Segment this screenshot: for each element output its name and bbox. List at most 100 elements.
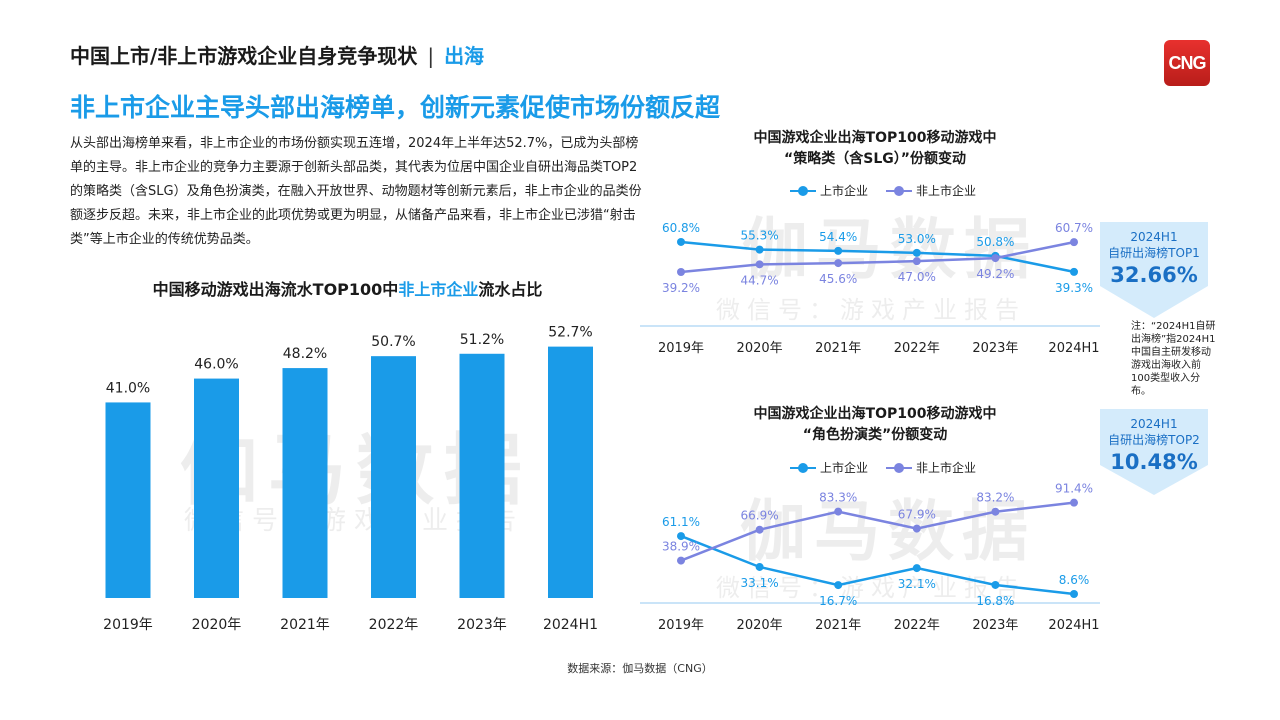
data-label: 47.0% <box>898 270 936 284</box>
data-label: 8.6% <box>1059 573 1090 587</box>
data-point <box>1070 498 1078 507</box>
data-point <box>834 581 843 590</box>
data-point <box>991 507 1000 516</box>
data-point <box>755 260 764 269</box>
data-label: 60.7% <box>1055 221 1093 235</box>
body-paragraph: 从头部出海榜单来看，非上市企业的市场份额实现五连增，2024年上半年达52.7%… <box>70 136 642 247</box>
bar-value-label: 48.2% <box>283 346 327 362</box>
data-point <box>677 556 685 565</box>
data-point <box>1070 590 1078 598</box>
data-point <box>755 525 764 534</box>
x-tick-label: 2021年 <box>815 341 861 356</box>
line-chart-2-title-line1: 中国游戏企业出海TOP100移动游戏中 <box>753 406 997 422</box>
bar <box>282 368 328 598</box>
data-point <box>755 245 764 254</box>
series-line <box>680 240 1075 274</box>
series-line <box>680 240 1075 274</box>
x-tick-label: 2019年 <box>658 618 704 633</box>
line-chart-1: 60.8% 55.3% 54.4% 53.0% 50.8% 39.3% 39.2% 44.7%… <box>640 221 1100 356</box>
data-label: 32.1% <box>898 577 936 591</box>
cng-logo: CNG <box>1164 40 1210 86</box>
x-tick-label: 2020年 <box>737 618 783 633</box>
legend-swatch-unlisted <box>886 185 913 196</box>
bar-title-suffix: 流水占比 <box>478 280 543 299</box>
data-label: 44.7% <box>741 273 779 287</box>
data-label: 49.2% <box>976 267 1014 281</box>
bar-value-label: 50.7% <box>371 334 415 350</box>
line-chart-2: 61.1% 33.1% 16.7% 32.1% 16.8% 8.6% 38.9% 66.9% 8… <box>640 482 1100 633</box>
data-label: 39.2% <box>662 281 700 295</box>
data-label: 54.4% <box>819 230 857 244</box>
data-label: 60.8% <box>662 221 700 235</box>
data-point <box>912 248 921 257</box>
legend-swatch-unlisted <box>886 462 913 473</box>
bar <box>105 402 151 598</box>
legend-label-listed: 上市企业 <box>820 184 869 198</box>
x-tick-label: 2022年 <box>894 341 940 356</box>
bar <box>459 353 505 598</box>
line-chart-2-title-line2: “角色扮演类”份额变动 <box>802 427 948 443</box>
badge-arrow-shape <box>1100 409 1208 495</box>
data-label: 50.8% <box>976 235 1014 249</box>
section-tag: 出海 <box>444 44 485 68</box>
data-label: 66.9% <box>741 509 779 523</box>
data-label: 53.0% <box>898 232 936 246</box>
data-label: 16.8% <box>976 594 1014 608</box>
bar-value-label: 41.0% <box>106 380 150 396</box>
bar <box>548 346 593 598</box>
badge-top2: 2024H1 自研出海榜TOP2 10.48% <box>1100 409 1208 495</box>
data-label: 39.3% <box>1055 281 1093 295</box>
data-point <box>912 564 921 573</box>
series-line <box>680 534 1075 596</box>
line-chart-1-title-line1: 中国游戏企业出海TOP100移动游戏中 <box>753 130 997 146</box>
data-point <box>834 259 843 268</box>
data-point <box>1070 267 1078 276</box>
badge-top2-label: 自研出海榜TOP2 <box>1108 433 1200 447</box>
legend-label-unlisted: 非上市企业 <box>916 461 977 475</box>
x-tick-label: 2021年 <box>280 617 330 633</box>
data-label: 91.4% <box>1055 482 1093 496</box>
data-source: 数据来源：伽马数据（CNG） <box>567 662 713 675</box>
page-title: 中国上市/非上市游戏企业自身竞争现状 <box>70 44 418 68</box>
data-point <box>1070 238 1078 247</box>
logo-text: CNG <box>1168 52 1207 73</box>
x-tick-label: 2024H1 <box>1048 618 1099 633</box>
x-tick-label: 2023年 <box>457 617 507 633</box>
x-tick-label: 2022年 <box>894 618 940 633</box>
data-label: 38.9% <box>662 540 700 554</box>
data-point <box>834 246 843 255</box>
line-chart-1-legend: 上市企业 非上市企业 <box>790 182 976 199</box>
data-label: 16.7% <box>819 594 857 608</box>
bar <box>194 378 239 598</box>
data-point <box>755 562 764 571</box>
badge-top1-label: 自研出海榜TOP1 <box>1108 246 1200 260</box>
badge-arrow-shape <box>1100 222 1208 318</box>
legend-swatch-listed <box>790 185 816 196</box>
x-tick-label: 2019年 <box>658 341 704 356</box>
x-tick-label: 2021年 <box>815 618 861 633</box>
data-point <box>912 257 921 266</box>
data-label: 55.3% <box>741 229 779 243</box>
x-tick-label: 2024H1 <box>1048 341 1099 356</box>
legend-label-listed: 上市企业 <box>820 461 869 475</box>
badge-top1: 2024H1 自研出海榜TOP1 32.66% <box>1100 222 1208 318</box>
x-tick-label: 2023年 <box>972 618 1018 633</box>
line-chart-2-title: 中国游戏企业出海TOP100移动游戏中 “角色扮演类”份额变动 <box>700 404 1050 446</box>
bar-value-label: 46.0% <box>194 357 238 373</box>
x-tick-label: 2020年 <box>737 341 783 356</box>
x-tick-label: 2024H1 <box>543 617 598 633</box>
page-header: 中国上市/非上市游戏企业自身竞争现状 | 出海 <box>70 40 484 69</box>
data-label: 83.2% <box>976 491 1014 505</box>
x-tick-label: 2023年 <box>972 341 1018 356</box>
legend-swatch-listed <box>790 462 816 473</box>
data-label: 61.1% <box>662 515 700 529</box>
bar-chart-title: 中国移动游戏出海流水TOP100中非上市企业流水占比 <box>70 276 625 300</box>
data-point <box>991 580 1000 589</box>
headline: 非上市企业主导头部出海榜单，创新元素促使市场份额反超 <box>70 93 721 122</box>
line-chart-1-title: 中国游戏企业出海TOP100移动游戏中 “策略类（含SLG）”份额变动 <box>700 128 1050 170</box>
legend-label-unlisted: 非上市企业 <box>916 184 977 198</box>
legend-item-unlisted: 非上市企业 <box>886 459 976 476</box>
badge-top2-period: 2024H1 <box>1130 417 1178 431</box>
footnote: 注：“2024H1自研出海榜”指2024H1中国自主研发移动游戏出海收入前100… <box>1131 321 1216 397</box>
data-label: 45.6% <box>819 272 857 286</box>
